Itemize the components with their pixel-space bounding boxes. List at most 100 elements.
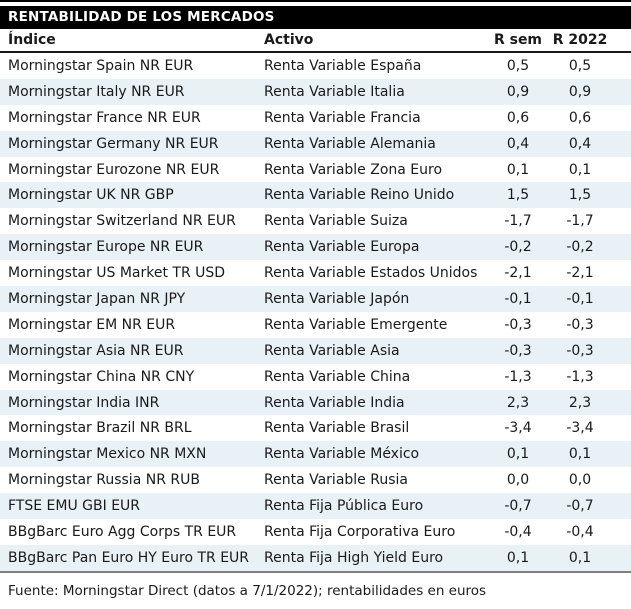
table-row: Morningstar UK NR GBP Renta Variable Rein… <box>0 182 631 209</box>
r-2022-cell: 0,1 <box>568 446 592 463</box>
spacer-cell <box>612 157 631 183</box>
r-2022-cell: -0,3 <box>566 342 594 359</box>
r-2022-cell: 0,9 <box>568 83 592 100</box>
asset-cell: Renta Fija High Yield Euro <box>264 549 444 566</box>
spacer-cell <box>612 545 631 572</box>
r-2022-cell: -0,7 <box>566 498 594 515</box>
table-row: Morningstar EM NR EUR Renta Variable Emer… <box>0 312 631 338</box>
r-week-cell: -2,1 <box>504 265 532 282</box>
spacer-cell <box>612 131 631 157</box>
asset-cell: Renta Variable Estados Unidos <box>264 265 478 282</box>
r-week-cell: 0,5 <box>506 57 530 74</box>
index-cell: Morningstar Eurozone NR EUR <box>8 161 220 178</box>
index-cell: Morningstar Mexico NR MXN <box>8 446 207 463</box>
index-cell: Morningstar Spain NR EUR <box>8 57 194 74</box>
top-rule <box>0 0 631 2</box>
r-2022-cell: 0,1 <box>568 549 592 566</box>
r-week-cell: 0,1 <box>506 161 530 178</box>
index-cell: Morningstar Russia NR RUB <box>8 472 200 489</box>
r-week-cell: 0,1 <box>506 446 530 463</box>
r-week-cell: -0,1 <box>504 290 532 307</box>
table-row: Morningstar Asia NR EUR Renta Variable As… <box>0 337 631 364</box>
r-2022-cell: 0,0 <box>568 472 592 489</box>
spacer-cell <box>612 338 631 364</box>
col-header-r-sem: R sem <box>493 32 543 48</box>
index-cell: Morningstar China NR CNY <box>8 368 195 385</box>
r-2022-cell: -2,1 <box>566 265 594 282</box>
r-2022-cell: -0,4 <box>566 523 594 540</box>
spacer-cell <box>612 519 631 545</box>
r-2022-cell: -1,7 <box>566 213 594 230</box>
table-row: Morningstar Spain NR EUR Renta Variable E… <box>0 52 631 79</box>
r-2022-cell: -0,2 <box>566 239 594 256</box>
asset-cell: Renta Variable Francia <box>264 109 421 126</box>
index-cell: Morningstar US Market TR USD <box>8 265 226 282</box>
asset-cell: Renta Variable Alemania <box>264 135 436 152</box>
table-row: Morningstar Japan NR JPY Renta Variable J… <box>0 286 631 312</box>
table-row: Morningstar Italy NR EUR Renta Variable I… <box>0 78 631 105</box>
index-cell: Morningstar Germany NR EUR <box>8 135 219 152</box>
table-row: Morningstar Mexico NR MXN Renta Variable … <box>0 441 631 468</box>
table-header: Índice Activo R sem R 2022 <box>0 29 631 52</box>
asset-cell: Renta Variable Brasil <box>264 420 410 437</box>
r-week-cell: -0,7 <box>504 498 532 515</box>
r-week-cell: 0,4 <box>506 135 530 152</box>
asset-cell: Renta Variable Emergente <box>264 316 448 333</box>
asset-cell: Renta Variable Zona Euro <box>264 161 443 178</box>
table-title: RENTABILIDAD DE LOS MERCADOS <box>8 9 275 25</box>
spacer-cell <box>612 105 631 131</box>
asset-cell: Renta Variable Europa <box>264 239 420 256</box>
r-2022-cell: 2,3 <box>568 394 592 411</box>
r-2022-cell: -0,1 <box>566 290 594 307</box>
spacer-cell <box>612 415 631 441</box>
index-cell: Morningstar Europe NR EUR <box>8 239 204 256</box>
spacer-cell <box>612 364 631 390</box>
col-header-r-2022: R 2022 <box>552 32 608 48</box>
table-row: Morningstar Europe NR EUR Renta Variable … <box>0 234 631 261</box>
asset-cell: Renta Variable China <box>264 368 411 385</box>
table-row: Morningstar France NR EUR Renta Variable … <box>0 105 631 131</box>
asset-cell: Renta Variable Rusia <box>264 472 408 489</box>
asset-cell: Renta Fija Pública Euro <box>264 498 424 515</box>
r-week-cell: 0,6 <box>506 109 530 126</box>
index-cell: Morningstar France NR EUR <box>8 109 201 126</box>
index-cell: BBgBarc Euro Agg Corps TR EUR <box>8 523 237 540</box>
index-cell: Morningstar Brazil NR BRL <box>8 420 192 437</box>
header-row: Índice Activo R sem R 2022 <box>0 29 631 52</box>
r-week-cell: -1,7 <box>504 213 532 230</box>
asset-cell: Renta Variable España <box>264 57 422 74</box>
table-row: Morningstar Brazil NR BRL Renta Variable … <box>0 415 631 441</box>
index-cell: FTSE EMU GBI EUR <box>8 498 141 515</box>
table-title-bar: RENTABILIDAD DE LOS MERCADOS <box>0 6 631 29</box>
source-note: Fuente: Morningstar Direct (datos a 7/1/… <box>8 582 487 599</box>
r-2022-cell: 1,5 <box>568 187 592 204</box>
r-week-cell: -3,4 <box>504 420 532 437</box>
asset-cell: Renta Variable Reino Unido <box>264 187 455 204</box>
index-cell: Morningstar Asia NR EUR <box>8 342 184 359</box>
asset-cell: Renta Fija Corporativa Euro <box>264 523 456 540</box>
asset-cell: Renta Variable India <box>264 394 405 411</box>
table-row: Morningstar Germany NR EUR Renta Variable… <box>0 130 631 157</box>
spacer-cell <box>612 79 631 105</box>
col-header-indice: Índice <box>8 32 56 48</box>
table-row: Morningstar Eurozone NR EUR Renta Variabl… <box>0 157 631 183</box>
spacer-cell <box>612 441 631 467</box>
asset-cell: Renta Variable México <box>264 446 420 463</box>
r-week-cell: 0,1 <box>506 549 530 566</box>
asset-cell: Renta Variable Asia <box>264 342 400 359</box>
r-2022-cell: 0,5 <box>568 57 592 74</box>
index-cell: Morningstar EM NR EUR <box>8 316 176 333</box>
index-cell: Morningstar UK NR GBP <box>8 187 174 204</box>
spacer-cell <box>612 234 631 260</box>
r-week-cell: 0,0 <box>506 472 530 489</box>
table-row: BBgBarc Euro Agg Corps TR EUR Renta Fija … <box>0 519 631 545</box>
r-week-cell: 1,5 <box>506 187 530 204</box>
r-2022-cell: 0,6 <box>568 109 592 126</box>
col-header-activo: Activo <box>264 32 314 48</box>
r-week-cell: 2,3 <box>506 394 530 411</box>
spacer-cell <box>612 182 631 208</box>
table-row: Morningstar Russia NR RUB Renta Variable … <box>0 467 631 493</box>
r-week-cell: 0,9 <box>506 83 530 100</box>
asset-cell: Renta Variable Suiza <box>264 213 408 230</box>
